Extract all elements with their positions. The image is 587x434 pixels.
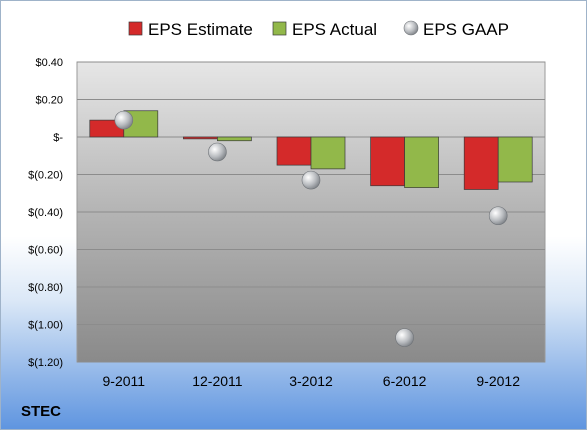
- y-axis-labels: $0.40 $0.20 $- $(0.20) $(0.40) $(0.60) $(0.80)…: [28, 57, 63, 369]
- eps-actual-bar-9-2012: [497, 136, 533, 183]
- y-tick-label: $-: [53, 132, 63, 144]
- legend-label: EPS Estimate: [148, 20, 253, 39]
- bars: [89, 110, 533, 190]
- eps-gaap-marker-3-2012: [301, 170, 321, 190]
- x-tick-label: 3-2012: [289, 373, 333, 389]
- eps-estimate-bar-9-2012: [463, 136, 499, 190]
- ticker-label: STEC: [21, 403, 62, 420]
- y-tick-label: $(0.20): [28, 170, 63, 182]
- x-tick-label: 9-2011: [103, 373, 146, 389]
- x-axis-labels: 9-2011 12-2011 3-2012 6-2012 9-2012: [103, 373, 521, 389]
- eps-gaap-marker-6-2012: [395, 328, 414, 347]
- legend: EPS Estimate EPS Actual EPS GAAP: [128, 20, 509, 39]
- y-tick-label: $(1.00): [28, 320, 63, 332]
- y-tick-label: $(0.40): [28, 207, 63, 219]
- legend-swatch-eps-estimate: [128, 21, 143, 36]
- eps-gaap-marker-9-2011: [114, 110, 134, 130]
- legend-label: EPS Actual: [292, 20, 377, 39]
- x-tick-label: 12-2011: [192, 373, 243, 389]
- eps-actual-bar-6-2012: [404, 136, 439, 188]
- eps-actual-bar-12-2011: [217, 136, 252, 142]
- y-tick-label: $0.40: [35, 57, 63, 69]
- x-tick-label: 6-2012: [383, 373, 427, 389]
- eps-estimate-bar-6-2012: [370, 136, 405, 187]
- eps-gaap-marker-9-2012: [488, 206, 508, 226]
- eps-estimate-bar-3-2012: [276, 136, 312, 166]
- x-tick-label: 9-2012: [476, 373, 520, 389]
- eps-gaap-marker-12-2011: [208, 142, 227, 162]
- y-tick-label: $0.20: [35, 95, 63, 107]
- legend-label: EPS GAAP: [423, 20, 509, 39]
- y-tick-label: $(1.20): [28, 357, 63, 369]
- gridlines: [77, 61, 545, 363]
- eps-actual-bar-3-2012: [310, 136, 346, 170]
- legend-swatch-eps-actual: [272, 21, 287, 36]
- eps-estimate-bar-12-2011: [183, 136, 218, 140]
- y-tick-label: $(0.80): [28, 282, 63, 294]
- y-tick-label: $(0.60): [28, 245, 63, 257]
- legend-swatch-eps-gaap: [403, 20, 419, 36]
- gaap-markers: [114, 110, 508, 347]
